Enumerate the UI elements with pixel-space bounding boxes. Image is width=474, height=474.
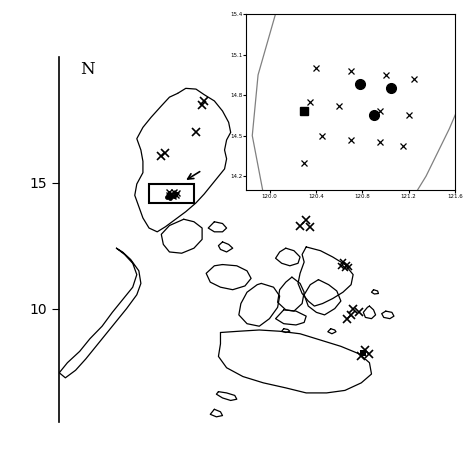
Bar — [149, 184, 194, 203]
Text: N: N — [81, 61, 95, 78]
